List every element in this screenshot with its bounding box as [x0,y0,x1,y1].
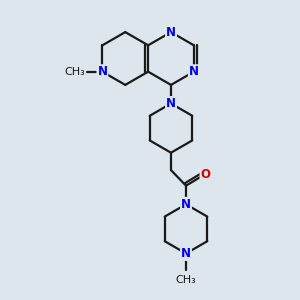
Text: N: N [98,65,107,78]
Text: N: N [189,65,199,78]
Text: N: N [166,97,176,110]
Text: O: O [200,167,211,181]
Text: N: N [181,247,191,260]
Text: CH₃: CH₃ [176,275,197,285]
Text: N: N [181,198,191,211]
Text: CH₃: CH₃ [64,67,85,77]
Text: N: N [166,26,176,39]
